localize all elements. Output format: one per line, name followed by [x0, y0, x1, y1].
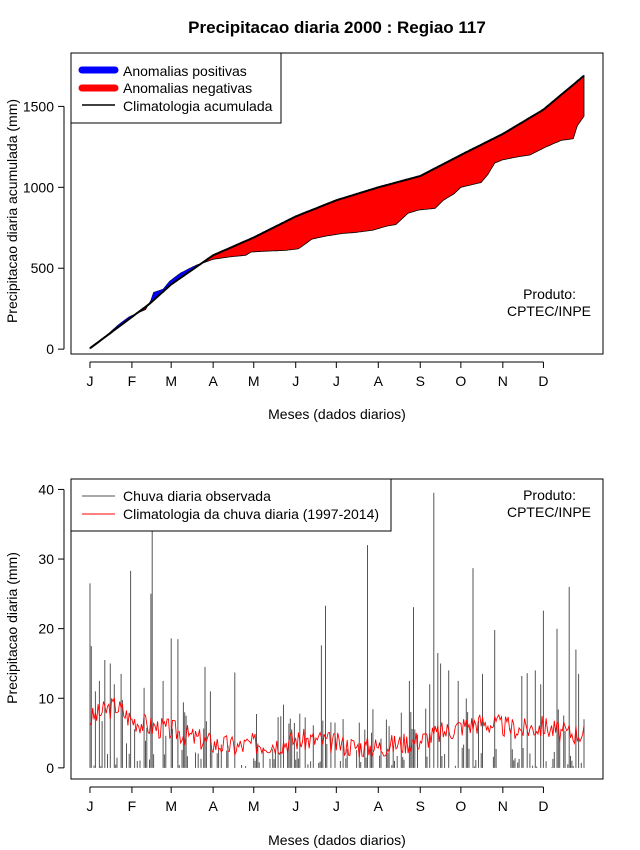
chart-title: Precipitacao diaria 2000 : Regiao 117	[188, 18, 486, 37]
x-tick-label: F	[128, 798, 137, 814]
legend-label-observed: Chuva diaria observada	[123, 488, 271, 504]
x-tick-label: D	[538, 798, 548, 814]
product-source-bottom: CPTEC/INPE	[507, 504, 591, 520]
accumulated-precipitation-panel: 0 500 1000 1500 J F M A M J J A S O N D Meses (dados d…	[4, 52, 604, 422]
x-tick-label: J	[86, 798, 93, 814]
x-tick-label: F	[128, 373, 137, 389]
x-tick-label: J	[333, 373, 340, 389]
x-tick-label: A	[208, 373, 218, 389]
y-axis-top: 0 500 1000 1500	[23, 98, 65, 357]
x-tick-label: N	[498, 798, 508, 814]
y-tick-label: 30	[38, 551, 54, 567]
product-label-bottom: Produto:	[523, 487, 576, 503]
x-tick-label: O	[455, 373, 466, 389]
accumulated-climatology-line	[89, 74, 585, 350]
y-axis-bottom: 0 10 20 30 40	[38, 481, 65, 776]
y-tick-label: 500	[31, 260, 55, 276]
x-axis-label-bottom: Meses (dados diarios)	[268, 832, 406, 848]
x-axis-label-top: Meses (dados diarios)	[268, 406, 406, 422]
x-tick-label: J	[292, 373, 299, 389]
legend-label-climatology: Climatologia acumulada	[123, 98, 273, 114]
product-source-top: CPTEC/INPE	[507, 303, 591, 319]
x-tick-label: J	[333, 798, 340, 814]
y-tick-label: 0	[46, 760, 54, 776]
y-axis-label-bottom: Precipitacao diaria (mm)	[4, 552, 20, 704]
x-tick-label: A	[374, 798, 384, 814]
x-tick-label: M	[165, 798, 177, 814]
x-tick-label: M	[248, 373, 260, 389]
legend-label-negative: Anomalias negativas	[123, 80, 252, 96]
legend-bottom: Chuva diaria observada Climatologia da c…	[70, 478, 392, 532]
y-tick-label: 1500	[23, 98, 54, 114]
x-tick-label: M	[248, 798, 260, 814]
x-tick-label: J	[86, 373, 93, 389]
x-tick-label: D	[538, 373, 548, 389]
y-tick-label: 10	[38, 690, 54, 706]
x-tick-label: A	[374, 373, 384, 389]
daily-precipitation-panel: 0 10 20 30 40 J F M A M J J A S O N D Meses (dados diar…	[4, 478, 604, 848]
plot-frame-top	[70, 52, 604, 355]
legend-box-bottom	[70, 478, 392, 532]
x-tick-label: O	[455, 798, 466, 814]
x-tick-label: N	[498, 373, 508, 389]
legend-label-positive: Anomalias positivas	[123, 63, 247, 79]
y-tick-label: 20	[38, 621, 54, 637]
legend-label-daily-climatology: Climatologia da chuva diaria (1997-2014)	[123, 506, 379, 522]
daily-rain-bars	[89, 492, 585, 768]
x-tick-label: S	[416, 798, 425, 814]
product-label-top: Produto:	[523, 286, 576, 302]
x-tick-label: S	[416, 373, 425, 389]
y-tick-label: 1000	[23, 179, 54, 195]
legend-top: Anomalias positivas Anomalias negativas …	[70, 52, 282, 124]
y-tick-label: 40	[38, 481, 54, 497]
x-tick-label: J	[292, 798, 299, 814]
y-axis-label-top: Precipitacao diaria acumulada (mm)	[4, 99, 20, 323]
y-tick-label: 0	[46, 341, 54, 357]
x-tick-label: A	[208, 798, 218, 814]
x-tick-label: M	[165, 373, 177, 389]
daily-climatology-line	[89, 697, 585, 758]
